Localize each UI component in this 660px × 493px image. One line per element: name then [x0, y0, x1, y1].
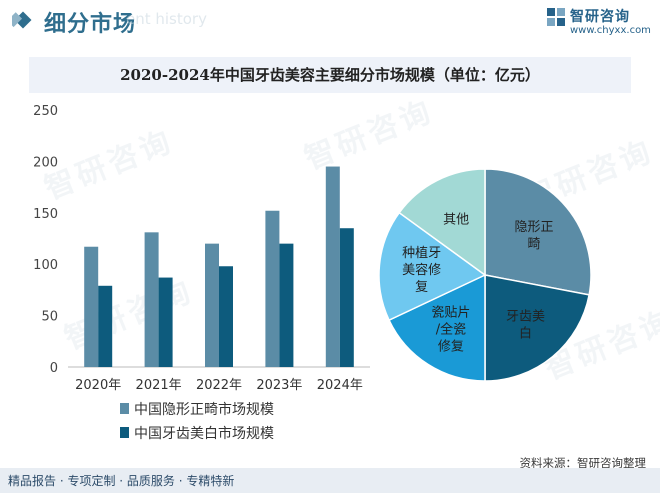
- pie-label: 隐形正畸: [514, 220, 553, 252]
- section-title: 细分市场: [44, 12, 137, 37]
- x-tick-label: 2024年: [317, 378, 363, 393]
- bar: [84, 246, 99, 367]
- legend-label: 中国牙齿美白市场规模: [134, 425, 274, 442]
- pie-slice: [484, 274, 590, 382]
- logo-mark-icon: [547, 8, 565, 26]
- pie-slice: [388, 273, 486, 382]
- y-tick-label: 150: [33, 207, 58, 222]
- y-tick-label: 250: [33, 104, 58, 119]
- pie-label: 牙齿美白: [506, 310, 545, 342]
- y-tick-label: 100: [33, 258, 58, 273]
- x-tick-label: 2021年: [136, 378, 182, 393]
- x-tick-label: 2020年: [75, 378, 121, 393]
- logo-name: 智研咨询: [570, 9, 630, 25]
- chart-title: 2020-2024年中国牙齿美容主要细分市场规模（单位：亿元）: [120, 66, 540, 84]
- footer-tags: 精品报告 · 专项定制 · 品质服务 · 专精特新: [8, 474, 235, 488]
- bar: [158, 277, 173, 367]
- watermark-english: ent history: [126, 10, 207, 28]
- x-tick-label: 2023年: [256, 378, 302, 393]
- legend-swatch: [120, 427, 129, 438]
- y-tick-label: 50: [41, 310, 58, 325]
- source-note: 资料来源：智研咨询整理: [519, 456, 647, 470]
- bar: [325, 166, 340, 367]
- y-tick-label: 200: [33, 155, 58, 170]
- y-tick-label: 0: [50, 361, 58, 376]
- logo-site: www.chyxx.com: [570, 25, 651, 36]
- pie-label: 种植牙美容修复: [402, 246, 441, 295]
- legend-swatch: [120, 403, 129, 414]
- pie-slice: [378, 211, 487, 322]
- diamond-icon: [12, 11, 32, 29]
- x-tick-label: 2022年: [196, 378, 242, 393]
- pie-label: 瓷贴片/全瓷修复: [431, 306, 470, 355]
- bar: [144, 232, 159, 367]
- pie-slice: [398, 168, 486, 277]
- bar: [205, 243, 219, 367]
- chart-title-bar: 2020-2024年中国牙齿美容主要细分市场规模（单位：亿元）: [29, 57, 631, 93]
- pie-label: 其他: [443, 212, 469, 227]
- logo: 智研咨询 www.chyxx.com: [546, 5, 651, 37]
- bar: [279, 243, 294, 367]
- bar: [98, 285, 113, 367]
- bar: [265, 210, 280, 367]
- pie-slice: [484, 168, 592, 296]
- bar: [219, 266, 233, 367]
- bar: [339, 228, 354, 367]
- header: 细分市场 ent history 智研咨询 www.chyxx.com: [0, 0, 660, 40]
- footer: 精品报告 · 专项定制 · 品质服务 · 专精特新: [0, 468, 660, 493]
- legend-label: 中国隐形正畸市场规模: [134, 401, 274, 418]
